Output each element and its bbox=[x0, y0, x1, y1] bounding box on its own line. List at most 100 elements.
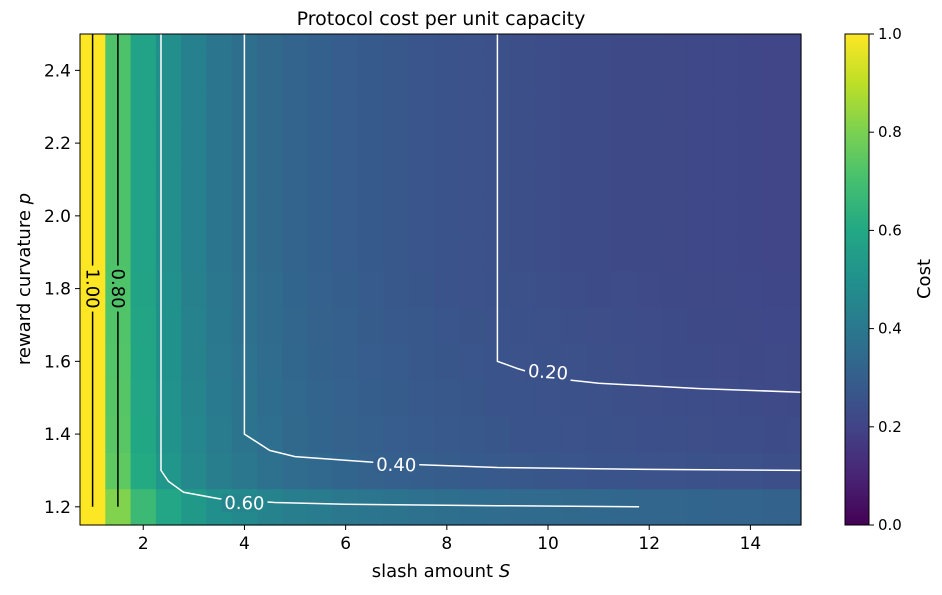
heatmap-cell bbox=[560, 161, 587, 199]
heatmap-cell bbox=[535, 452, 562, 490]
heatmap-cell bbox=[130, 124, 157, 162]
heatmap-cell bbox=[383, 343, 410, 381]
heatmap-cell bbox=[510, 234, 536, 272]
heatmap-cell bbox=[611, 452, 638, 490]
heatmap-cell bbox=[459, 415, 486, 453]
heatmap-cell bbox=[585, 197, 612, 235]
heatmap-cell bbox=[130, 488, 157, 526]
heatmap-cell bbox=[788, 124, 802, 162]
heatmap-cell bbox=[712, 52, 739, 90]
heatmap-cell bbox=[434, 452, 461, 490]
heatmap-cell bbox=[459, 488, 486, 526]
heatmap-cell bbox=[535, 197, 562, 235]
heatmap-cell bbox=[206, 343, 233, 381]
heatmap-cell bbox=[459, 234, 486, 272]
heatmap-cell bbox=[687, 124, 714, 162]
heatmap-cell bbox=[282, 452, 309, 490]
heatmap-cell bbox=[510, 488, 536, 526]
heatmap-cell bbox=[257, 34, 283, 53]
heatmap-cell bbox=[661, 379, 688, 417]
heatmap-cell bbox=[560, 488, 587, 526]
heatmap-cell bbox=[535, 415, 562, 453]
y-tick-label: 2.2 bbox=[44, 134, 71, 154]
heatmap-cell bbox=[307, 52, 334, 90]
heatmap-cell bbox=[181, 452, 208, 490]
contour-label-gap bbox=[84, 265, 101, 312]
heatmap-cell bbox=[737, 234, 764, 272]
heatmap-cell bbox=[712, 415, 739, 453]
heatmap-cell bbox=[712, 88, 739, 126]
heatmap-cell bbox=[358, 88, 385, 126]
heatmap-cell bbox=[560, 270, 587, 308]
heatmap-cell bbox=[611, 124, 638, 162]
contour-label-1.00: 1.00 bbox=[82, 269, 103, 309]
heatmap-cell bbox=[408, 197, 435, 235]
heatmap-cell bbox=[459, 88, 486, 126]
heatmap-cell bbox=[763, 88, 789, 126]
heatmap-cell bbox=[434, 161, 461, 199]
heatmap-cell bbox=[788, 488, 802, 526]
heatmap-cell bbox=[408, 415, 435, 453]
heatmap-cell bbox=[535, 270, 562, 308]
heatmap-cell bbox=[510, 415, 536, 453]
x-tick-label: 8 bbox=[441, 534, 452, 554]
heatmap-cell bbox=[130, 88, 157, 126]
heatmap-cell bbox=[788, 197, 802, 235]
heatmap-cell bbox=[332, 161, 359, 199]
heatmap-cell bbox=[206, 270, 233, 308]
heatmap-cell bbox=[737, 161, 764, 199]
heatmap-cell bbox=[763, 270, 789, 308]
heatmap-cell bbox=[636, 270, 663, 308]
contour-label-gap bbox=[221, 493, 268, 513]
heatmap-cell bbox=[687, 306, 714, 344]
heatmap-cell bbox=[737, 488, 764, 526]
heatmap-cell bbox=[687, 34, 714, 53]
heatmap-cell bbox=[282, 488, 309, 526]
heatmap-cell bbox=[763, 34, 789, 53]
heatmap-cell bbox=[181, 161, 208, 199]
heatmap-cell bbox=[155, 343, 182, 381]
y-tick-label: 1.6 bbox=[44, 352, 71, 372]
heatmap-cell bbox=[763, 197, 789, 235]
heatmap-cell bbox=[206, 197, 233, 235]
colorbar-ticks: 0.0 0.2 0.4 0.6 0.8 1.0 bbox=[869, 25, 902, 534]
heatmap-cell bbox=[434, 488, 461, 526]
heatmap-cell bbox=[611, 197, 638, 235]
heatmap-cell bbox=[585, 234, 612, 272]
heatmap-cell bbox=[661, 343, 688, 381]
heatmap-cell bbox=[560, 306, 587, 344]
heatmap-cell bbox=[510, 124, 536, 162]
heatmap-cell bbox=[130, 161, 157, 199]
heatmap-cell bbox=[307, 270, 334, 308]
heatmap-cell bbox=[358, 270, 385, 308]
heatmap-cell bbox=[358, 415, 385, 453]
heatmap-cell bbox=[434, 234, 461, 272]
heatmap-cell bbox=[459, 34, 486, 53]
heatmap-cell bbox=[661, 88, 688, 126]
heatmap-cell bbox=[130, 415, 157, 453]
heatmap-cell bbox=[585, 270, 612, 308]
heatmap-cell bbox=[434, 306, 461, 344]
heatmap-cell bbox=[358, 343, 385, 381]
heatmap-cell bbox=[737, 52, 764, 90]
heatmap-cell bbox=[181, 379, 208, 417]
contour-label-gap bbox=[524, 361, 572, 383]
heatmap-cell bbox=[434, 343, 461, 381]
heatmap-cell bbox=[307, 88, 334, 126]
heatmap-cell bbox=[687, 52, 714, 90]
heatmap-cell bbox=[181, 234, 208, 272]
heatmap-cell bbox=[408, 488, 435, 526]
heatmap-cell bbox=[181, 124, 208, 162]
heatmap-cell bbox=[358, 488, 385, 526]
heatmap-cell bbox=[585, 306, 612, 344]
heatmap-cell bbox=[611, 415, 638, 453]
heatmap-cell bbox=[155, 52, 182, 90]
heatmap-cell bbox=[459, 161, 486, 199]
colorbar bbox=[844, 33, 870, 526]
heatmap-cell bbox=[661, 234, 688, 272]
heatmap-cell bbox=[661, 34, 688, 53]
heatmap-cell bbox=[206, 234, 233, 272]
heatmap-cell bbox=[434, 88, 461, 126]
heatmap-cell bbox=[636, 415, 663, 453]
heatmap-cell bbox=[611, 234, 638, 272]
